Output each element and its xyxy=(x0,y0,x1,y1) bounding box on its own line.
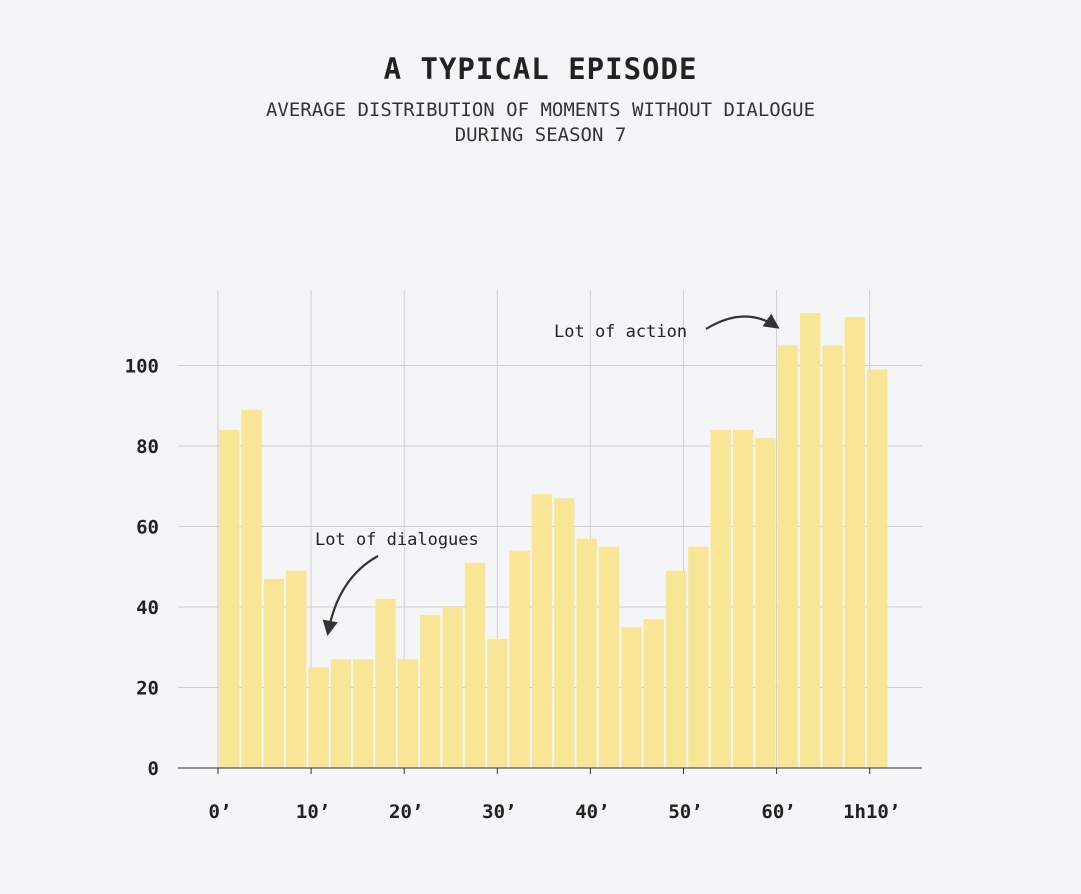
bar xyxy=(866,369,888,768)
bar xyxy=(286,570,307,768)
bar xyxy=(464,562,486,768)
bar xyxy=(308,667,329,768)
bar xyxy=(531,494,553,768)
bars xyxy=(219,313,888,768)
annotation-arrow-action xyxy=(705,313,780,330)
x-tick-label: 20’ xyxy=(389,801,423,823)
bar xyxy=(263,578,285,768)
bar xyxy=(487,639,508,768)
bar xyxy=(397,659,419,768)
chart-subtitle: AVERAGE DISTRIBUTION OF MOMENTS WITHOUT … xyxy=(0,98,1081,148)
bar xyxy=(643,619,664,768)
bar xyxy=(330,659,352,768)
bar xyxy=(598,546,620,768)
bar xyxy=(554,498,575,768)
x-tick-label: 10’ xyxy=(296,801,330,823)
annotation-action: Lot of action xyxy=(554,322,687,342)
bar xyxy=(576,538,597,768)
bar xyxy=(777,345,798,768)
bar xyxy=(822,345,843,768)
subtitle-line-1: AVERAGE DISTRIBUTION OF MOMENTS WITHOUT … xyxy=(265,99,816,121)
bar xyxy=(420,615,441,768)
bar xyxy=(621,627,642,768)
x-tick-label: 60’ xyxy=(761,801,795,823)
axes: 0’ 10’ 20’ 30’ 40’ 50’ 60’ 1h10’ 0 20 40 60 80 100 xyxy=(125,356,922,823)
x-tick-label: 0’ xyxy=(209,801,232,823)
subtitle-line-2: DURING SEASON 7 xyxy=(454,124,627,146)
grid-lines xyxy=(178,290,922,768)
y-tick-label: 0 xyxy=(148,758,159,780)
y-tick-label: 80 xyxy=(136,436,159,458)
bar xyxy=(688,546,709,768)
bar xyxy=(241,409,262,768)
chart-title: A TYPICAL EPISODE xyxy=(383,52,698,86)
annotation-dialogues: Lot of dialogues xyxy=(315,530,479,550)
y-tick-label: 20 xyxy=(136,678,159,700)
bar xyxy=(844,317,865,768)
bar xyxy=(799,313,821,768)
annotation-arrow-dialogues xyxy=(322,555,379,637)
y-tick-label: 60 xyxy=(136,517,159,539)
x-tick-label: 1h10’ xyxy=(843,801,900,823)
bar xyxy=(442,607,463,768)
bar xyxy=(509,550,530,768)
bar xyxy=(732,429,754,768)
bar xyxy=(710,429,731,768)
bar xyxy=(219,429,240,768)
bar xyxy=(665,570,687,768)
x-tick-label: 40’ xyxy=(575,801,609,823)
x-tick-label: 50’ xyxy=(668,801,702,823)
bar xyxy=(375,598,396,768)
bar xyxy=(353,659,374,768)
x-tick-label: 30’ xyxy=(482,801,516,823)
bar xyxy=(755,437,776,768)
annotations: Lot of dialogues Lot of action xyxy=(315,313,780,637)
y-tick-label: 100 xyxy=(125,356,159,378)
y-tick-label: 40 xyxy=(136,597,159,619)
